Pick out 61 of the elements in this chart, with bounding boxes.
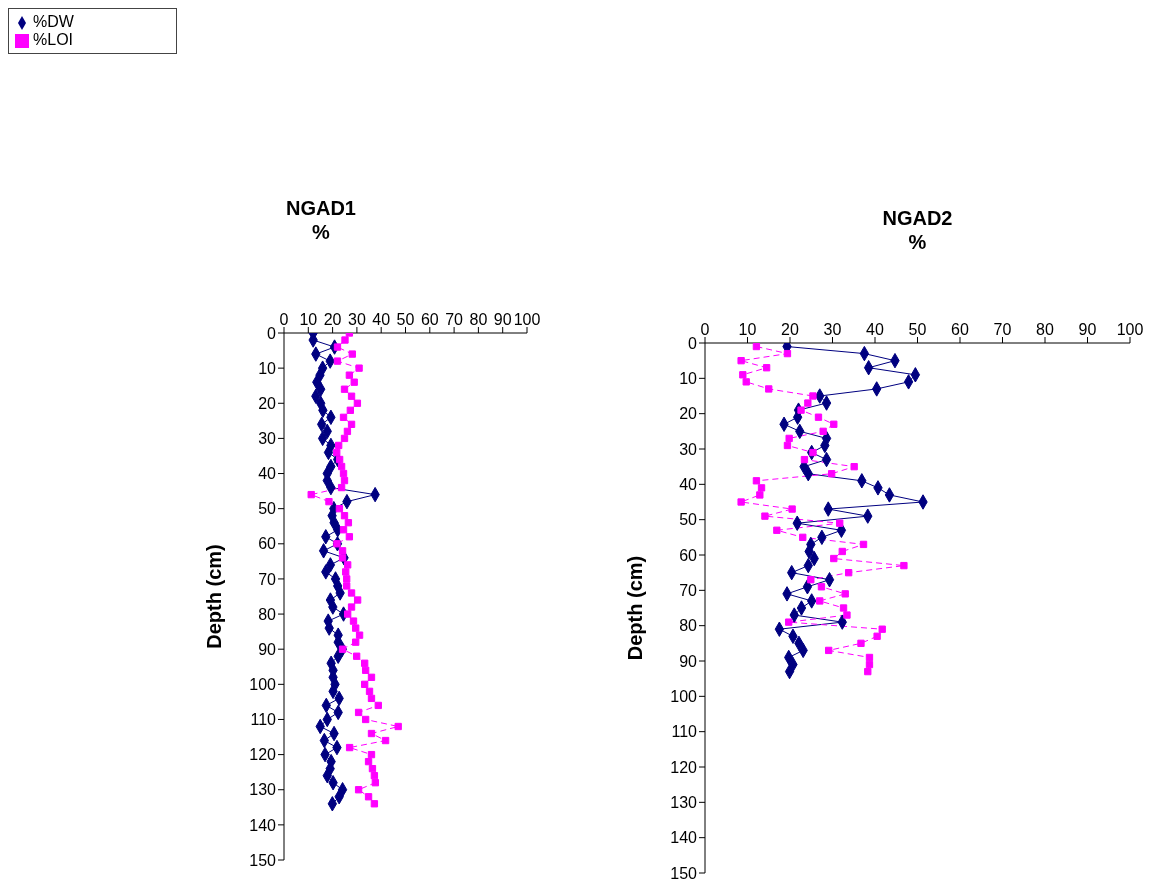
y-tick-label: 50: [679, 511, 698, 529]
x-tick-label: 20: [781, 321, 799, 338]
x-tick-label: 0: [700, 321, 710, 338]
y-tick-label: 90: [679, 652, 698, 670]
y-tick-label: 110: [250, 711, 277, 729]
y-tick-label: 10: [679, 370, 698, 388]
y-tick-label: 30: [679, 440, 698, 458]
legend-label: %LOI: [33, 31, 74, 48]
x-tick-label: 100: [513, 311, 541, 328]
y-axis-title: Depth (cm): [624, 555, 647, 661]
y-tick-label: 70: [258, 570, 277, 588]
y-tick-label: 50: [258, 500, 277, 518]
x-tick-label: 30: [823, 321, 842, 338]
x-tick-label: 30: [348, 311, 366, 328]
legend-label: %DW: [33, 13, 74, 30]
y-axis-title: Depth (cm): [203, 544, 226, 649]
x-tick-label: 70: [993, 321, 1012, 338]
x-tick-label: 10: [299, 311, 318, 328]
x-tick-label: 60: [420, 311, 439, 328]
y-tick-label: 130: [670, 794, 698, 812]
y-tick-label: 0: [688, 334, 698, 352]
x-tick-label: 80: [469, 311, 488, 328]
y-tick-label: 80: [258, 605, 277, 623]
y-tick-label: 150: [249, 851, 277, 869]
y-tick-label: 30: [258, 430, 277, 448]
x-axis-title: %: [907, 230, 928, 254]
x-tick-label: 10: [738, 321, 757, 338]
y-tick-label: 100: [670, 688, 698, 706]
y-tick-label: 20: [258, 394, 277, 412]
x-tick-label: 20: [323, 311, 342, 328]
y-tick-label: 10: [258, 359, 277, 377]
x-tick-label: 90: [1078, 321, 1097, 338]
y-tick-label: 40: [258, 465, 277, 483]
y-tick-label: 100: [249, 676, 277, 694]
y-tick-label: 90: [258, 640, 277, 658]
x-tick-label: 40: [866, 321, 884, 338]
y-tick-label: 60: [258, 535, 277, 553]
x-tick-label: 80: [1036, 321, 1054, 338]
x-tick-label: 40: [372, 311, 391, 328]
y-tick-label: 60: [679, 546, 698, 564]
y-tick-label: 40: [679, 476, 698, 494]
x-tick-label: 60: [951, 321, 969, 338]
y-tick-label: 80: [679, 617, 698, 635]
x-tick-label: 50: [908, 321, 927, 338]
x-tick-label: 90: [493, 311, 512, 328]
y-tick-label: 110: [671, 723, 698, 741]
y-tick-label: 20: [679, 405, 698, 423]
y-tick-label: 120: [249, 746, 277, 764]
y-tick-label: 150: [670, 864, 698, 882]
y-tick-label: 140: [249, 816, 277, 834]
x-tick-label: 50: [396, 311, 415, 328]
y-tick-label: 140: [670, 829, 698, 847]
y-tick-label: 70: [679, 582, 698, 600]
y-tick-label: 120: [670, 758, 698, 776]
x-tick-label: 70: [445, 311, 464, 328]
x-tick-label: 100: [1116, 321, 1144, 338]
chart-title: NGAD1: [285, 196, 357, 220]
x-axis-title: %: [311, 220, 331, 244]
x-tick-label: 0: [279, 311, 289, 328]
y-tick-label: 130: [249, 781, 277, 799]
chart-title: NGAD2: [881, 206, 954, 230]
